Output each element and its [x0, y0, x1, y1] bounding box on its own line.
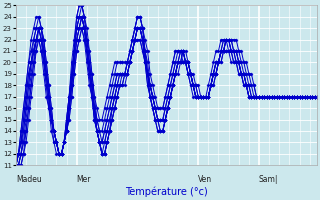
X-axis label: Température (°c): Température (°c) — [125, 187, 208, 197]
